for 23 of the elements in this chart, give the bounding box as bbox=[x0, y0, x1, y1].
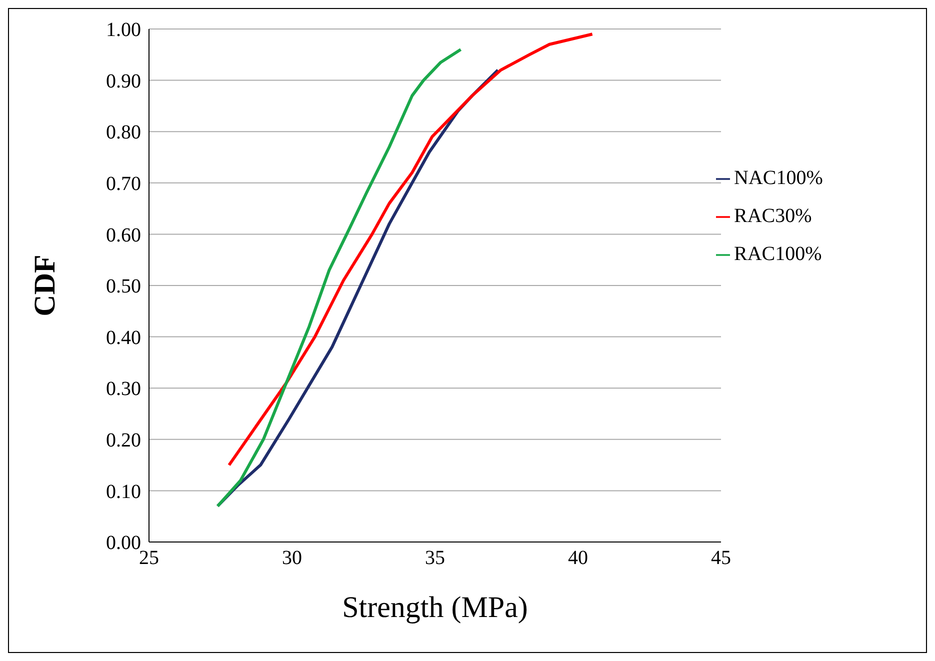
y-tick-label: 0.90 bbox=[106, 70, 141, 92]
y-tick-label: 0.00 bbox=[106, 532, 141, 554]
y-tick-label: 0.40 bbox=[106, 326, 141, 349]
y-tick-label: 0.80 bbox=[106, 122, 141, 144]
x-tick-label: 35 bbox=[425, 547, 445, 570]
y-axis-title: CDF bbox=[28, 254, 62, 316]
y-tick-label: 0.60 bbox=[106, 224, 141, 246]
y-tick-label: 1.00 bbox=[106, 19, 141, 42]
x-tick-label: 45 bbox=[711, 547, 731, 570]
y-tick-label: 0.70 bbox=[106, 173, 141, 195]
legend-label: RAC30% bbox=[734, 205, 812, 227]
y-tick-label: 0.50 bbox=[106, 276, 141, 298]
x-tick-label: 40 bbox=[568, 547, 588, 570]
x-tick-label: 25 bbox=[139, 547, 159, 570]
line-series bbox=[228, 32, 594, 467]
legend-label: NAC100% bbox=[734, 167, 823, 189]
y-tick-label: 0.20 bbox=[106, 430, 141, 452]
line-series bbox=[216, 48, 462, 508]
y-tick-label: 0.10 bbox=[106, 480, 141, 503]
x-tick-label: 30 bbox=[282, 547, 302, 570]
y-tick-label: 0.30 bbox=[106, 378, 141, 400]
x-axis-title: Strength (MPa) bbox=[342, 591, 528, 624]
legend-label: RAC100% bbox=[734, 243, 822, 265]
